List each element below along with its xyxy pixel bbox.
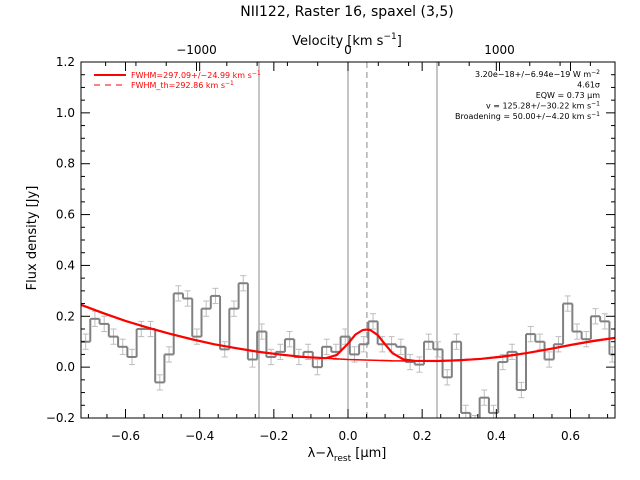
annotation-text: Broadening = 50.00+/−4.20 km s−1 (455, 111, 600, 121)
fit-curve (81, 303, 615, 363)
x-axis-label: λ−λrest [μm] (308, 446, 387, 464)
x-axis-label-unit: [μm] (351, 446, 386, 461)
x-tick-label: −0.6 (111, 429, 140, 443)
annotation-text: 4.61σ (577, 81, 600, 90)
top-tick-label: 0 (344, 43, 352, 57)
x-tick-label: 0.4 (487, 429, 506, 443)
axis-ticks: −0.6 −0.4 −0.2 0.0 0.2 0.4 0.6 −0.2 0.0 0.2 0.4 0.6… (46, 43, 615, 443)
x-tick-label: 0.0 (338, 429, 357, 443)
legend-label: FWHM=297.09+/−24.99 km s−1 (131, 70, 261, 80)
y-tick-label: 0.4 (56, 258, 75, 272)
y-tick-label: 0.6 (56, 208, 75, 222)
x-tick-label: −0.2 (259, 429, 288, 443)
y-axis-label: Flux density [Jy] (25, 186, 40, 291)
top-tick-label: 1000 (484, 43, 515, 57)
legend: FWHM=297.09+/−24.99 km s−1FWHM_th=292.86… (94, 70, 261, 90)
annotation-text: EQW = 0.73 μm (536, 91, 600, 100)
y-tick-label: 0.2 (56, 309, 75, 323)
x-tick-label: −0.4 (185, 429, 214, 443)
fit-curves (81, 303, 615, 363)
chart-title: NII122, Raster 16, spaxel (3,5) (240, 4, 453, 20)
y-tick-label: 1.2 (56, 55, 75, 69)
top-axis-label-end: ] (397, 34, 402, 49)
top-axis-label: Velocity [km s−1] (292, 32, 402, 49)
top-axis-label-sup: −1 (383, 32, 396, 42)
top-axis-label-main: Velocity [km s (292, 34, 384, 49)
x-axis-label-sub: rest (334, 454, 352, 464)
y-tick-label: −0.2 (46, 411, 75, 425)
legend-label: FWHM_th=292.86 km s−1 (131, 80, 234, 90)
marker-lines (258, 62, 438, 418)
top-tick-label: −1000 (176, 43, 217, 57)
annotation-text: 3.20e−18+/−6.94e−19 W m−2 (475, 69, 600, 79)
y-tick-label: 1.0 (56, 106, 75, 120)
y-tick-label: 0.0 (56, 360, 75, 374)
x-axis-label-main: λ−λ (308, 446, 335, 461)
x-tick-label: 0.6 (561, 429, 580, 443)
y-tick-label: 0.8 (56, 157, 75, 171)
annotation-text: v = 125.28+/−30.22 km s−1 (486, 101, 600, 111)
x-tick-label: 0.2 (413, 429, 432, 443)
